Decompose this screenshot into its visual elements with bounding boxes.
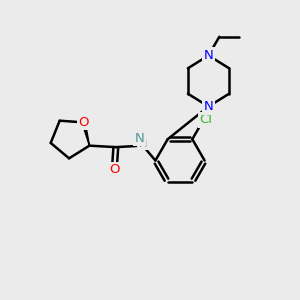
Text: N: N (204, 49, 213, 62)
Polygon shape (82, 122, 89, 146)
Text: N: N (204, 100, 213, 113)
Text: O: O (78, 116, 89, 129)
Text: H: H (139, 139, 147, 149)
Text: O: O (109, 163, 120, 176)
Text: N: N (134, 132, 144, 145)
Text: Cl: Cl (200, 113, 212, 126)
